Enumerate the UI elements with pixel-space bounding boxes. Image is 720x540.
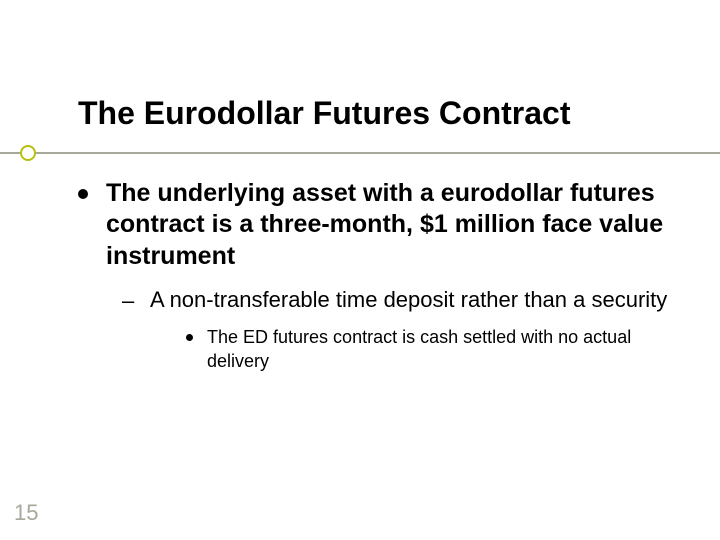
content-area: The underlying asset with a eurodollar f… <box>78 178 690 373</box>
disc-bullet-icon <box>186 334 193 341</box>
title-underline <box>0 152 720 154</box>
title-accent-circle <box>20 145 36 161</box>
disc-bullet-icon <box>78 189 88 199</box>
bullet-level-3-text: The ED futures contract is cash settled … <box>207 326 690 373</box>
bullet-level-1-text: The underlying asset with a eurodollar f… <box>106 178 690 272</box>
bullet-level-2: – A non-transferable time deposit rather… <box>122 286 690 315</box>
page-number: 15 <box>14 500 38 526</box>
bullet-level-2-text: A non-transferable time deposit rather t… <box>150 286 667 314</box>
dash-bullet-icon: – <box>122 287 136 315</box>
title-wrap: The Eurodollar Futures Contract <box>78 95 700 132</box>
bullet-level-3: The ED futures contract is cash settled … <box>186 326 690 373</box>
slide: The Eurodollar Futures Contract The unde… <box>0 0 720 540</box>
bullet-level-1: The underlying asset with a eurodollar f… <box>78 178 690 272</box>
slide-title: The Eurodollar Futures Contract <box>78 95 700 132</box>
